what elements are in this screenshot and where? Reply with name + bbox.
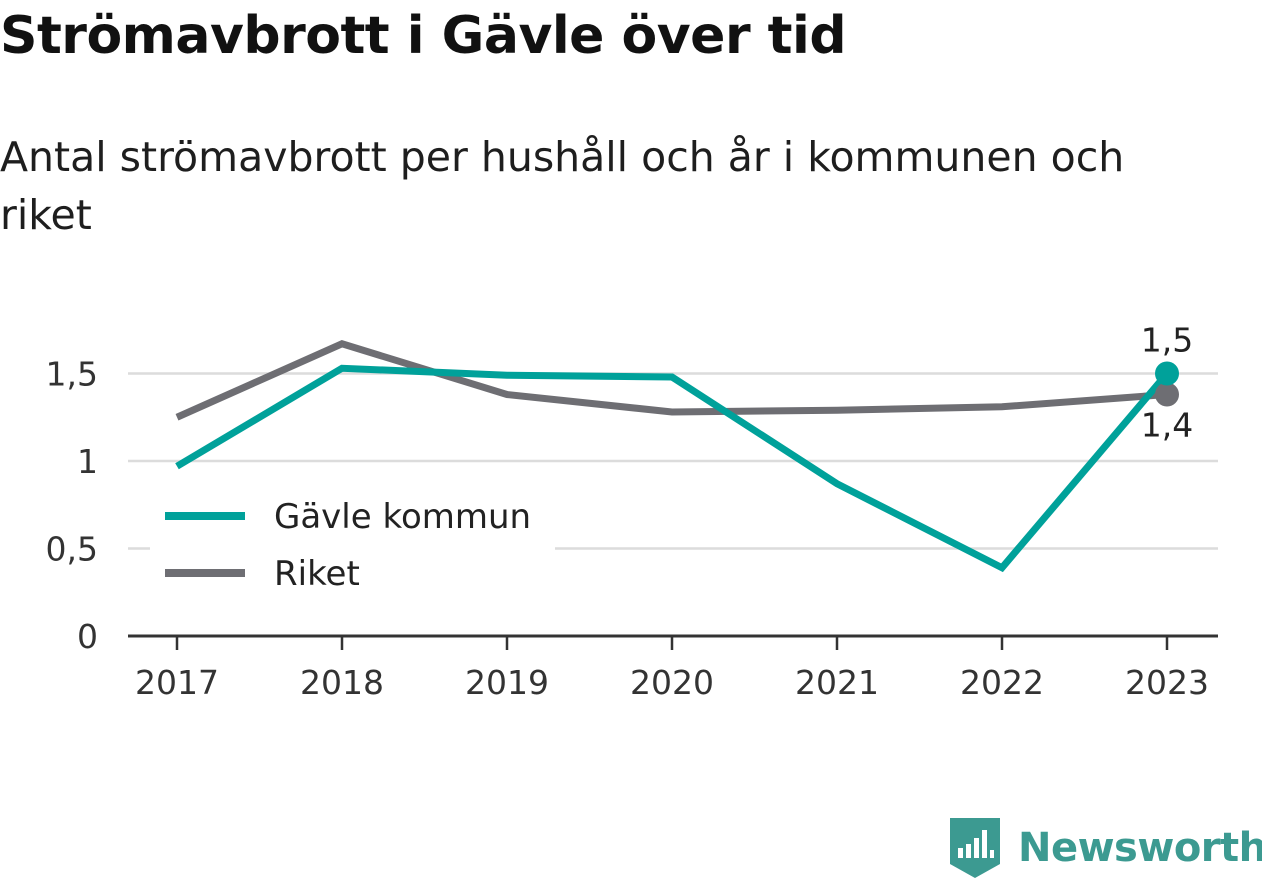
x-tick-label: 2021 bbox=[795, 663, 879, 702]
end-value-label: 1,4 bbox=[1141, 406, 1193, 445]
brand-name: Newsworthy bbox=[1018, 825, 1262, 871]
x-tick-label: 2022 bbox=[960, 663, 1044, 702]
y-tick-label: 0 bbox=[77, 617, 98, 656]
x-tick-label: 2019 bbox=[465, 663, 549, 702]
y-tick-label: 1 bbox=[77, 442, 98, 481]
series-line bbox=[175, 364, 1170, 573]
newsworthy-logo-icon bbox=[950, 818, 1000, 878]
legend: Gävle kommun Riket bbox=[150, 490, 555, 605]
x-tick-label: 2020 bbox=[630, 663, 714, 702]
end-point bbox=[1155, 361, 1179, 386]
x-tick-label: 2023 bbox=[1125, 663, 1209, 702]
series-lines bbox=[175, 340, 1179, 573]
end-value-label: 1,5 bbox=[1141, 321, 1193, 360]
end-point bbox=[1155, 382, 1179, 407]
y-tick-label: 1,5 bbox=[46, 355, 98, 394]
legend-label: Gävle kommun bbox=[274, 497, 531, 537]
end-labels: 1,5 1,4 bbox=[1141, 321, 1193, 445]
y-axis-ticks: 0 0,5 1 1,5 bbox=[46, 355, 98, 657]
x-axis: 2017 2018 2019 2020 2021 2022 2023 bbox=[128, 634, 1218, 702]
y-tick-label: 0,5 bbox=[46, 530, 98, 569]
brand-logo: Newsworthy bbox=[950, 818, 1262, 878]
chart-title: Strömavbrott i Gävle över tid bbox=[0, 6, 847, 66]
x-tick-label: 2018 bbox=[300, 663, 384, 702]
series-line bbox=[175, 340, 1168, 421]
x-tick-label: 2017 bbox=[135, 663, 219, 702]
chart-subtitle: Antal strömavbrott per hushåll och år i … bbox=[0, 133, 1125, 239]
legend-label: Riket bbox=[274, 554, 360, 594]
legend-background bbox=[150, 490, 555, 605]
